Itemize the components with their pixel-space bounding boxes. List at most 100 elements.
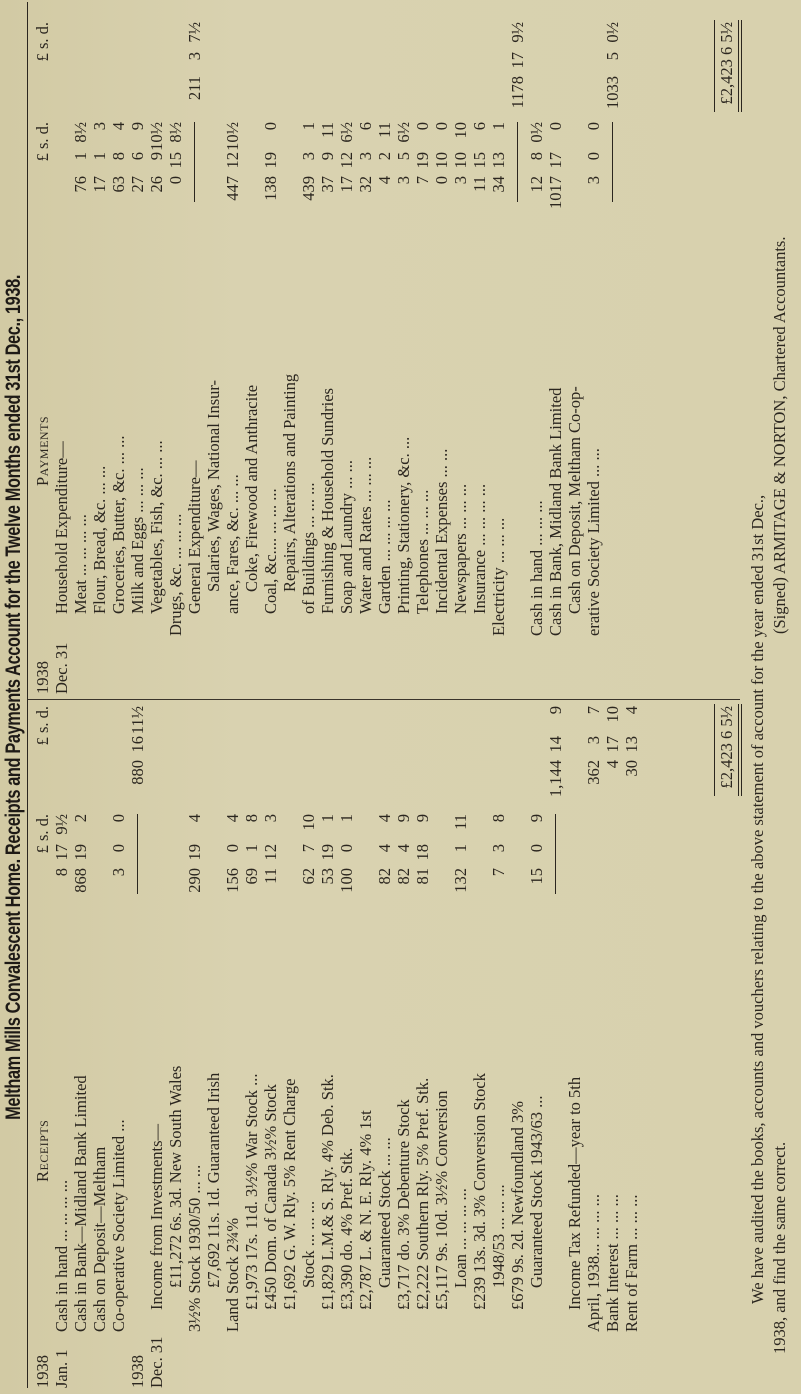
entry-description: £2,222 Southern Rly. 5% Pref. Stk. bbox=[413, 1077, 432, 1310]
pounds: 0 bbox=[166, 176, 185, 185]
shillings: 16 bbox=[128, 736, 147, 753]
shillings: 8 bbox=[527, 152, 546, 161]
pence: 10½ bbox=[147, 122, 166, 151]
entry-description: Loan ... ... ... ... bbox=[451, 1188, 470, 1288]
pence: 0 bbox=[584, 122, 603, 131]
entry-amount: 12 8 0½ bbox=[527, 122, 546, 222]
pounds: 62 bbox=[299, 868, 318, 885]
pence: 2 bbox=[71, 814, 90, 823]
shillings: 6 bbox=[128, 152, 147, 161]
grand-total-rule-bottom bbox=[738, 704, 739, 796]
subtotal-amount: 1,144 14 9 bbox=[546, 706, 565, 806]
entry-description: General Expenditure— bbox=[185, 460, 204, 614]
pounds: 81 bbox=[413, 868, 432, 885]
pounds: 880 bbox=[128, 760, 147, 785]
pounds: 17 bbox=[90, 176, 109, 193]
entry-amount: 3 5 6½ bbox=[394, 122, 413, 222]
entry-description: £1,829 L.M.& S. Rly. 4% Deb. Stk. bbox=[318, 1074, 337, 1310]
pence: 7½ bbox=[185, 22, 204, 43]
entry-amount: 156 0 4 bbox=[223, 814, 242, 914]
entry-description: Cash in hand ... ... ... bbox=[527, 500, 546, 636]
shillings: 3 bbox=[185, 52, 204, 61]
entry-description: Income Tax Refunded—year to 5th bbox=[565, 1076, 584, 1310]
shillings: 3 bbox=[299, 152, 318, 161]
entry-description: Furnishing & Household Sundries bbox=[318, 388, 337, 614]
entry-amount: 26 910½ bbox=[147, 122, 166, 222]
shillings: 13 bbox=[489, 152, 508, 169]
pence: 3 bbox=[90, 122, 109, 131]
shillings: 9 bbox=[147, 152, 166, 161]
entry-description: Flour, Bread, &c. ... ... bbox=[90, 465, 109, 614]
pence: 9½ bbox=[52, 814, 71, 835]
shillings: 10 bbox=[432, 152, 451, 169]
subtotal-rule bbox=[194, 122, 195, 202]
pounds: 211 bbox=[185, 76, 204, 101]
entry-description: Co-operative Society Limited ... bbox=[109, 1119, 128, 1332]
pounds: 439 bbox=[299, 176, 318, 201]
entry-amount: 76 1 8½ bbox=[71, 122, 90, 222]
entry-date: Dec. 31 bbox=[147, 1336, 166, 1388]
pounds: 34 bbox=[489, 176, 508, 193]
entry-description: £3,717 do. 3% Debenture Stock bbox=[394, 1099, 413, 1310]
entry-amount: 1713 bbox=[90, 122, 109, 222]
entry-description: Insurance ... ... ... ... bbox=[470, 483, 489, 614]
pence: 7 bbox=[584, 706, 603, 715]
entry-description: Income from Investments— bbox=[147, 1123, 166, 1310]
entry-amount: 17 12 6½ bbox=[337, 122, 356, 222]
entry-amount: 868 19 2 bbox=[71, 814, 90, 914]
grand-total-rule-top bbox=[714, 704, 715, 796]
entry-amount: 32 3 6 bbox=[356, 122, 375, 222]
pounds: 1033 bbox=[603, 76, 622, 109]
pounds: 868 bbox=[71, 868, 90, 893]
pounds: 132 bbox=[451, 868, 470, 893]
pence: 0 bbox=[413, 122, 432, 131]
entry-description: Groceries, Butter, &c. ... ... bbox=[109, 435, 128, 615]
entry-description: Guaranteed Stock ... ... bbox=[375, 1137, 394, 1288]
pounds: 1017 bbox=[546, 176, 565, 209]
pounds: 0 bbox=[432, 176, 451, 185]
pence: 11 bbox=[318, 122, 337, 138]
receipts-col1-heading: £ s. d. bbox=[33, 814, 52, 854]
pounds: 30 bbox=[622, 760, 641, 777]
pence: 11 bbox=[451, 814, 470, 830]
pence: 10 bbox=[299, 814, 318, 831]
pence: 0 bbox=[261, 122, 280, 131]
subtotal-rule bbox=[555, 814, 556, 894]
shillings: 1 bbox=[71, 152, 90, 161]
entry-amount: 3 0 0 bbox=[584, 122, 603, 222]
entry-description: £2,787 L. & N. E. Rly. 4% 1st bbox=[356, 1110, 375, 1310]
pence: 9 bbox=[546, 706, 565, 715]
entry-description: erative Society Limited ... ... bbox=[584, 448, 603, 636]
entry-description: of Buildings ... ... ... bbox=[299, 482, 318, 614]
entry-amount: 11 15 6 bbox=[470, 122, 489, 222]
entry-description: £3,390 do. 4% Pref. Stk. bbox=[337, 1147, 356, 1310]
entry-date: 1938 bbox=[128, 1355, 147, 1388]
pounds: 1,144 bbox=[546, 760, 565, 798]
pence: 1 bbox=[299, 122, 318, 131]
entry-description: Milk and Eggs ... ... ... bbox=[128, 467, 147, 614]
pounds: 37 bbox=[318, 176, 337, 193]
entry-amount: 82 4 4 bbox=[375, 814, 394, 914]
entry-amount: 62 7 10 bbox=[299, 814, 318, 914]
pounds: 8 bbox=[52, 868, 71, 877]
pence: 0 bbox=[109, 814, 128, 823]
entry-amount: 7 3 8 bbox=[489, 814, 508, 914]
shillings: 15 bbox=[470, 152, 489, 169]
shillings: 17 bbox=[603, 736, 622, 753]
entry-description: Garden ... ... ... ... bbox=[375, 499, 394, 614]
entry-description: Repairs, Alterations and Painting bbox=[280, 373, 299, 592]
pence: 4 bbox=[622, 706, 641, 715]
pounds: 3 bbox=[451, 176, 470, 185]
grand-total: £2,423 6 5½ bbox=[717, 22, 736, 105]
entry-description: Electricity ... ... ... bbox=[489, 517, 508, 636]
entry-description: £1,973 17s. 11d. 3½% War Stock ... bbox=[242, 1073, 261, 1310]
entry-description: Land Stock 2¾% bbox=[223, 1217, 242, 1332]
pounds: 12 bbox=[527, 176, 546, 193]
receipts-col2-heading: £ s. d. bbox=[33, 706, 52, 746]
pence: 0½ bbox=[603, 22, 622, 43]
entry-amount: 1509 bbox=[527, 814, 546, 914]
entry-amount: 4 2 11 bbox=[375, 122, 394, 222]
pounds: 447 bbox=[223, 176, 242, 201]
entry-amount: 11 12 3 bbox=[261, 814, 280, 914]
entry-amount: 0 10 0 bbox=[432, 122, 451, 222]
